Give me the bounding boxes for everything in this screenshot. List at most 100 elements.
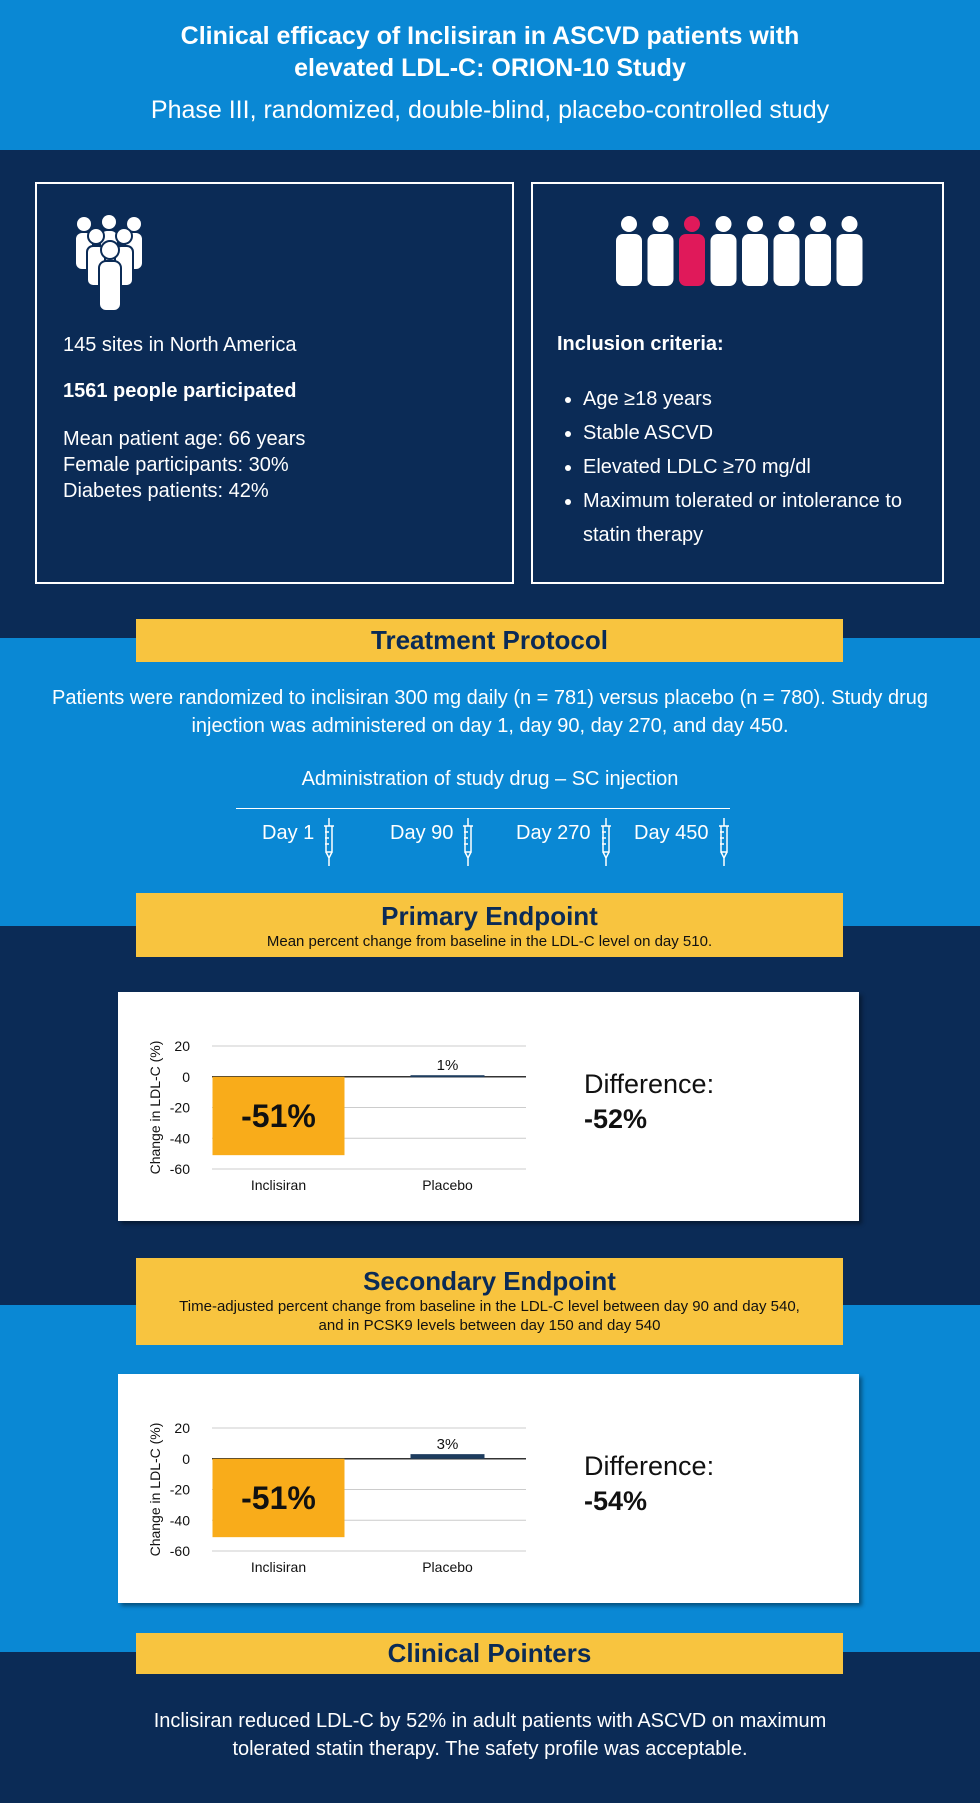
body <box>742 234 768 286</box>
x-tick-label: Inclisiran <box>251 1177 306 1193</box>
value-label: 3% <box>437 1436 459 1453</box>
x-tick-label: Placebo <box>422 1559 473 1575</box>
timeline-title: Administration of study drug – SC inject… <box>301 768 679 790</box>
head <box>621 216 637 232</box>
y-tick-label: -60 <box>170 1543 190 1559</box>
study-facts: 145 sites in North America 1561 people pa… <box>63 332 305 504</box>
y-tick-label: -20 <box>170 1482 190 1498</box>
y-axis-title: Change in LDL-C (%) <box>147 1423 163 1557</box>
difference-label: Difference: <box>584 1069 714 1099</box>
y-axis-title: Change in LDL-C (%) <box>147 1041 163 1175</box>
inclusion-list: Age ≥18 yearsStable ASCVDElevated LDLC ≥… <box>557 382 913 552</box>
treatment-text: Patients were randomized to inclisiran 3… <box>51 687 929 737</box>
x-tick-label: Placebo <box>422 1177 473 1193</box>
person-icon <box>836 216 863 286</box>
difference-value: -54% <box>584 1486 647 1516</box>
day: Day 1 <box>262 818 338 868</box>
x-tick-label: Inclisiran <box>251 1559 306 1575</box>
y-tick-label: -20 <box>170 1100 190 1116</box>
chart-card: -60 -40 -20 0 20 Change in LDL-C (%) -51% Incli… <box>118 1374 859 1603</box>
syringe <box>600 818 611 866</box>
criterion: Stable ASCVD <box>583 416 913 450</box>
value-label: 1% <box>437 1057 459 1074</box>
head <box>715 216 732 232</box>
syringe-icon <box>718 818 729 866</box>
fact: Mean patient age: 66 years <box>63 428 306 450</box>
bar <box>410 1075 485 1078</box>
pointers-text: Inclisiran reduced LDL-C by 52% in adult… <box>153 1710 827 1760</box>
timeline-line <box>236 808 730 809</box>
y-tick-label: -40 <box>170 1130 190 1146</box>
section-title: Clinical Pointers <box>387 1638 592 1668</box>
subtitle: Phase III, randomized, double-blind, pla… <box>150 96 830 124</box>
person-icon <box>647 216 674 286</box>
head <box>778 216 795 232</box>
day-label: Day 90 <box>390 822 454 844</box>
day-label: Day 270 <box>516 822 591 844</box>
body <box>710 234 737 286</box>
pointers-banner: Clinical Pointers <box>136 1633 843 1674</box>
person-icon <box>805 216 831 286</box>
day-label: Day 1 <box>262 822 315 844</box>
body <box>679 234 705 286</box>
timeline-days: Day 1 Day 90 Day 270 Day 450 <box>262 818 762 872</box>
day: Day 270 <box>516 818 615 868</box>
chart-card: -60 -40 -20 0 20 Change in LDL-C (%) -51% Incli… <box>118 992 859 1221</box>
section-title: Treatment Protocol <box>371 625 608 655</box>
study-box <box>35 182 514 584</box>
criterion: Age ≥18 years <box>583 382 913 416</box>
head <box>841 216 858 232</box>
body <box>805 234 831 286</box>
header-band <box>0 0 980 150</box>
bar <box>212 1076 345 1156</box>
inclusion-box <box>531 182 944 584</box>
secondary-banner: Secondary Endpoint Time-adjusted percent … <box>136 1258 843 1345</box>
bar <box>410 1454 485 1459</box>
y-tick-label: -40 <box>170 1512 190 1528</box>
body <box>836 234 863 286</box>
primary-banner: Primary Endpoint Mean percent change from… <box>136 893 843 957</box>
section-title: Secondary Endpoint <box>363 1266 616 1296</box>
day-label: Day 450 <box>634 822 709 844</box>
treatment-band <box>0 638 980 926</box>
head <box>684 216 700 232</box>
chart: -60 -40 -20 0 20 Change in LDL-C (%) -51% Incli… <box>147 1420 714 1575</box>
section-subtitle: Time-adjusted percent change from baseli… <box>179 1298 800 1334</box>
y-tick-label: -60 <box>170 1161 190 1177</box>
difference-value: -52% <box>584 1104 647 1134</box>
body <box>616 234 642 286</box>
fact: Diabetes patients: 42% <box>63 480 269 502</box>
person-icon <box>742 216 768 286</box>
section-title: Primary Endpoint <box>381 901 598 931</box>
criterion: Maximum tolerated or intolerance to stat… <box>583 484 913 552</box>
bar <box>212 1458 345 1538</box>
y-tick-label: 20 <box>174 1038 190 1054</box>
person-icon <box>710 216 737 286</box>
person-icon <box>616 216 642 286</box>
day: Day 90 <box>390 818 477 868</box>
fact: 1561 people participated <box>63 380 297 402</box>
value-label: -51% <box>241 1098 316 1134</box>
syringe <box>718 818 729 866</box>
fact: 145 sites in North America <box>63 334 297 356</box>
treatment-banner: Treatment Protocol <box>136 619 843 662</box>
fact: Female participants: 30% <box>63 454 289 476</box>
difference-label: Difference: <box>584 1451 714 1481</box>
syringe <box>463 818 474 866</box>
y-tick-label: 0 <box>182 1451 190 1467</box>
syringe <box>324 818 335 866</box>
section-subtitle: Mean percent change from baseline in the… <box>266 933 713 950</box>
head <box>810 216 826 232</box>
chart: -60 -40 -20 0 20 Change in LDL-C (%) -51% Incli… <box>147 1038 714 1193</box>
body <box>773 234 800 286</box>
day: Day 450 <box>634 818 733 868</box>
syringe-icon <box>600 818 611 866</box>
y-tick-label: 0 <box>182 1069 190 1085</box>
inclusion-title: Inclusion criteria: <box>557 333 724 355</box>
body <box>647 234 674 286</box>
syringe-icon <box>324 818 335 866</box>
title: Clinical efficacy of Inclisiran in ASCVD… <box>180 22 800 82</box>
people-row-icon <box>616 216 863 286</box>
head <box>747 216 763 232</box>
